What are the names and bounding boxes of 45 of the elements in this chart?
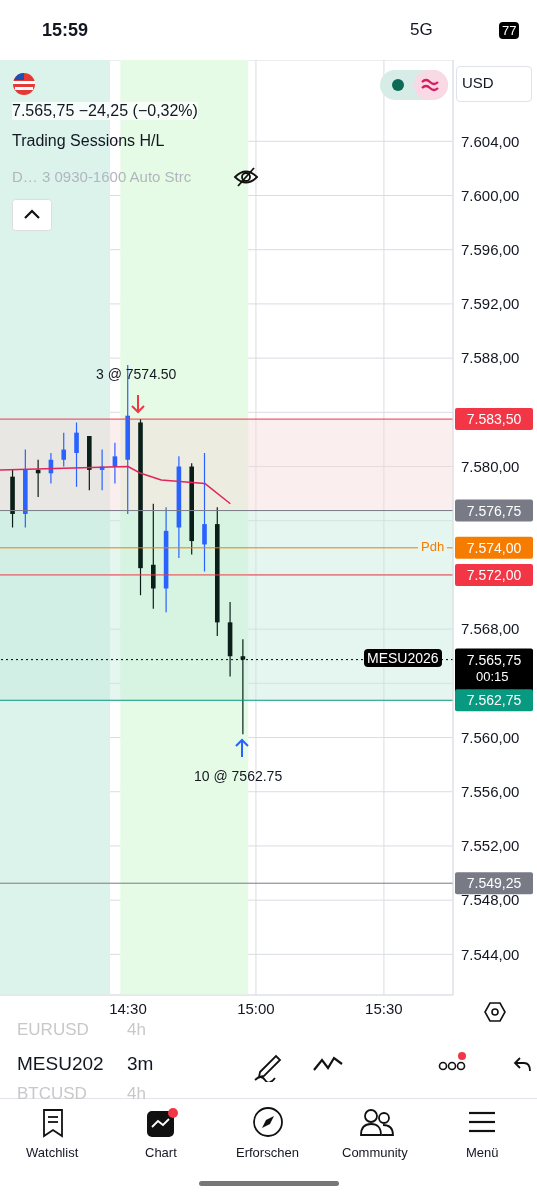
annotation: MESU2026 [364,649,442,667]
ref-line-label: 7.574,00 [466,539,522,556]
text: 3m [127,1053,154,1075]
candlestick [61,432,67,468]
annotation: Trading Sessions H/L [12,132,165,150]
candlestick [74,421,79,488]
candlestick [151,503,156,610]
text: 77 [499,22,520,39]
annotation: 10 @ 7562.75 [194,768,283,784]
y-tick-label: 7.548,00 [461,891,520,909]
y-tick-label: 7.600,00 [461,186,520,204]
x-tick-label: 15:30 [365,999,403,1017]
y-tick-label: 7.588,00 [461,349,520,367]
text: Watchlist [26,1145,79,1160]
y-tick-label: 7.544,00 [461,945,520,963]
annotation: Pdh [418,538,448,555]
annotation: D… 3 0930-1600 Auto Strc [12,168,192,185]
x-tick-label: 14:30 [109,999,147,1017]
ref-line-label: 7.583,50 [466,411,522,428]
ref-line-label: 7.572,00 [466,566,522,583]
text: USD [462,74,494,91]
y-tick-label: 7.552,00 [461,837,520,855]
text: Menü [466,1145,499,1160]
text: Erforschen [236,1145,299,1160]
y-tick-label: 7.596,00 [461,241,520,259]
ref-line-label: 7.549,25 [466,875,522,892]
y-tick-label: 7.568,00 [461,620,520,638]
ref-line-label: 7.576,75 [466,502,522,519]
y-tick-label: 7.604,00 [461,132,520,150]
y-tick-label: 7.560,00 [461,728,520,746]
y-tick-label: 7.556,00 [461,783,520,801]
ref-line-label: 7.565,75 [466,651,522,668]
y-tick-label: 7.580,00 [461,457,520,475]
text: Chart [145,1145,177,1160]
x-tick-label: 15:00 [237,999,275,1017]
text: 15:59 [42,20,89,41]
text: 7.565,75 −24,25 (−0,32%) [12,102,198,120]
candlestick [202,452,207,573]
line-series [0,465,232,505]
text: MESU202 [17,1053,104,1075]
text: 00:15 [476,669,509,684]
ref-line-label: 7.562,75 [466,692,522,709]
y-tick-label: 7.592,00 [461,295,520,313]
text: 5G [410,20,433,40]
text: Community [342,1145,408,1160]
